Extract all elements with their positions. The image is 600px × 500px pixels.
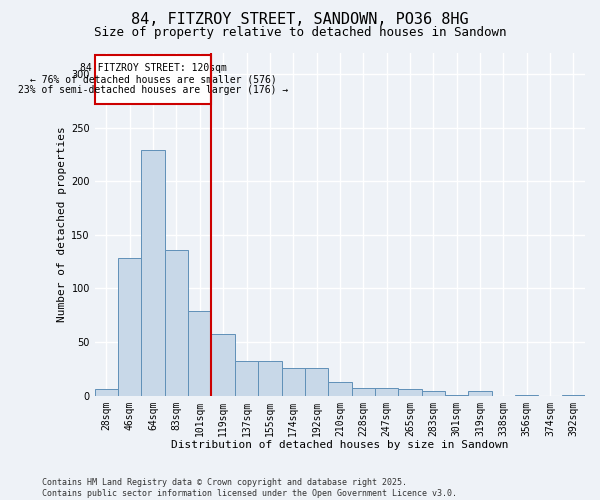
Bar — [211, 334, 235, 396]
Y-axis label: Number of detached properties: Number of detached properties — [57, 126, 67, 322]
Text: 84, FITZROY STREET, SANDOWN, PO36 8HG: 84, FITZROY STREET, SANDOWN, PO36 8HG — [131, 12, 469, 28]
Bar — [118, 258, 142, 396]
FancyBboxPatch shape — [95, 54, 211, 104]
Bar — [165, 250, 188, 396]
Text: 84 FITZROY STREET: 120sqm: 84 FITZROY STREET: 120sqm — [80, 63, 227, 73]
Bar — [398, 390, 422, 396]
Bar — [422, 392, 445, 396]
Bar — [445, 394, 468, 396]
Bar — [95, 390, 118, 396]
X-axis label: Distribution of detached houses by size in Sandown: Distribution of detached houses by size … — [171, 440, 509, 450]
Bar — [258, 362, 281, 396]
Bar — [142, 150, 165, 396]
Text: Size of property relative to detached houses in Sandown: Size of property relative to detached ho… — [94, 26, 506, 39]
Bar — [515, 394, 538, 396]
Bar — [235, 362, 258, 396]
Text: Contains HM Land Registry data © Crown copyright and database right 2025.
Contai: Contains HM Land Registry data © Crown c… — [42, 478, 457, 498]
Bar — [188, 311, 211, 396]
Bar — [328, 382, 352, 396]
Bar — [352, 388, 375, 396]
Bar — [281, 368, 305, 396]
Bar — [375, 388, 398, 396]
Bar — [305, 368, 328, 396]
Text: 23% of semi-detached houses are larger (176) →: 23% of semi-detached houses are larger (… — [18, 86, 288, 96]
Bar — [468, 392, 491, 396]
Bar — [562, 394, 585, 396]
Text: ← 76% of detached houses are smaller (576): ← 76% of detached houses are smaller (57… — [30, 74, 277, 85]
